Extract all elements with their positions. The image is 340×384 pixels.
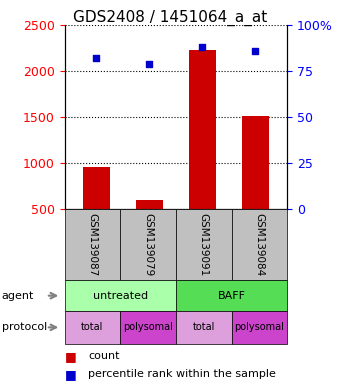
Text: GDS2408 / 1451064_a_at: GDS2408 / 1451064_a_at [73,10,267,26]
Text: GSM139087: GSM139087 [87,213,98,276]
Point [147,61,152,67]
Text: polysomal: polysomal [123,322,173,333]
Text: agent: agent [2,291,34,301]
Text: GSM139079: GSM139079 [143,213,153,276]
Point [94,55,99,61]
Bar [83,167,110,209]
Text: BAFF: BAFF [218,291,245,301]
Point [253,48,258,54]
Bar [136,200,163,209]
Bar [242,116,269,209]
Text: GSM139091: GSM139091 [199,213,209,276]
Point [200,44,205,50]
Text: percentile rank within the sample: percentile rank within the sample [88,369,276,379]
Text: untreated: untreated [93,291,148,301]
Bar [189,50,216,209]
Text: count: count [88,351,120,361]
Text: GSM139084: GSM139084 [254,213,265,276]
Text: total: total [192,322,215,333]
Text: ■: ■ [65,350,76,363]
Text: total: total [81,322,104,333]
Text: polysomal: polysomal [235,322,284,333]
Text: protocol: protocol [2,322,47,333]
Text: ■: ■ [65,368,76,381]
